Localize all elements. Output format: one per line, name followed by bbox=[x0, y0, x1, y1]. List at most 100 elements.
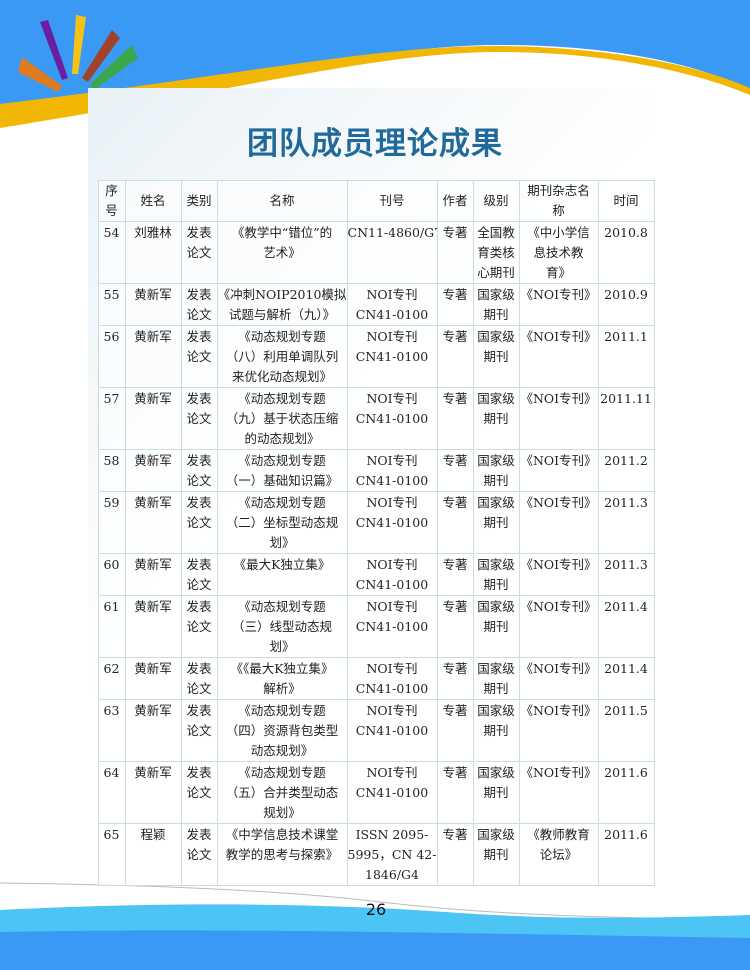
table-cell: 发表 论文 bbox=[180, 699, 218, 762]
column-header: 期刊杂志名 称 bbox=[518, 180, 599, 222]
table-cell: 2011.3 bbox=[597, 491, 655, 554]
table-cell: 黄新军 bbox=[124, 657, 182, 700]
table-cell: 《NOI专刊》 bbox=[518, 283, 599, 326]
table-cell: 发表 论文 bbox=[180, 823, 218, 886]
table-cell: 黄新军 bbox=[124, 553, 182, 596]
table-row: 56 黄新军 发表 论文 《动态规划专题 （八）利用单调队列 来优化动态规划》 NOI专… bbox=[97, 325, 655, 388]
table-cell: 专著 bbox=[436, 657, 474, 700]
table-cell: 60 bbox=[97, 553, 126, 596]
table-cell: 全国教 育类核 心期刊 bbox=[472, 221, 520, 284]
table-cell: 黄新军 bbox=[124, 449, 182, 492]
table-cell: 2011.2 bbox=[597, 449, 655, 492]
table-cell: 《NOI专刊》 bbox=[518, 387, 599, 450]
table-cell: 程颖 bbox=[124, 823, 182, 886]
column-header: 姓名 bbox=[124, 180, 182, 222]
page-number: 26 bbox=[365, 900, 387, 919]
table-cell: 2011.6 bbox=[597, 761, 655, 824]
table-cell: 63 bbox=[97, 699, 126, 762]
table-cell: NOI专刊 CN41-0100 bbox=[346, 387, 438, 450]
page-title: 团队成员理论成果 bbox=[247, 126, 503, 162]
column-header: 序 号 bbox=[97, 180, 126, 222]
table-cell: 专著 bbox=[436, 823, 474, 886]
table-cell: 发表 论文 bbox=[180, 761, 218, 824]
column-header: 刊号 bbox=[346, 180, 438, 222]
table-cell: 2011.4 bbox=[597, 657, 655, 700]
table-row: 58 黄新军 发表 论文 《动态规划专题 （一）基础知识篇》 NOI专刊 CN41-01… bbox=[97, 449, 655, 492]
table-cell: CN11-4860/G7 bbox=[346, 221, 438, 284]
table-cell: 65 bbox=[97, 823, 126, 886]
table-cell: 《NOI专刊》 bbox=[518, 553, 599, 596]
table-cell: 《动态规划专题 （一）基础知识篇》 bbox=[216, 449, 348, 492]
table-row: 65 程颖 发表 论文 《中学信息技术课堂 教学的思考与探索》 ISSN 2095- 5… bbox=[97, 823, 655, 886]
table-cell: 发表 论文 bbox=[180, 325, 218, 388]
table-cell: 国家级 期刊 bbox=[472, 595, 520, 658]
table-cell: 《中学信息技术课堂 教学的思考与探索》 bbox=[216, 823, 348, 886]
table-cell: 国家级 期刊 bbox=[472, 387, 520, 450]
table-row: 64 黄新军 发表 论文 《动态规划专题 （五）合并类型动态 规划》 NOI专刊 CN4… bbox=[97, 761, 655, 824]
table-cell: 国家级 期刊 bbox=[472, 491, 520, 554]
table-cell: 2011.4 bbox=[597, 595, 655, 658]
table-cell: 专著 bbox=[436, 699, 474, 762]
table-cell: 国家级 期刊 bbox=[472, 553, 520, 596]
table-cell: 刘雅林 bbox=[124, 221, 182, 284]
table-cell: 64 bbox=[97, 761, 126, 824]
table-cell: 发表 论文 bbox=[180, 491, 218, 554]
table-cell: 发表 论文 bbox=[180, 387, 218, 450]
table-cell: 57 bbox=[97, 387, 126, 450]
table-cell: 国家级 期刊 bbox=[472, 761, 520, 824]
table-cell: 专著 bbox=[436, 449, 474, 492]
column-header: 作者 bbox=[436, 180, 474, 222]
table-cell: NOI专刊 CN41-0100 bbox=[346, 657, 438, 700]
table-cell: NOI专刊 CN41-0100 bbox=[346, 449, 438, 492]
table-cell: 黄新军 bbox=[124, 325, 182, 388]
column-header: 级别 bbox=[472, 180, 520, 222]
table-cell: 61 bbox=[97, 595, 126, 658]
table-cell: 59 bbox=[97, 491, 126, 554]
table-cell: 56 bbox=[97, 325, 126, 388]
footer-banner bbox=[0, 882, 750, 970]
table-row: 55 黄新军 发表 论文 《冲刺NOIP2010模拟 试题与解析（九）》 NOI专刊 C… bbox=[97, 283, 655, 326]
table-cell: 《动态规划专题 （八）利用单调队列 来优化动态规划》 bbox=[216, 325, 348, 388]
table-cell: 发表 论文 bbox=[180, 595, 218, 658]
table-row: 57 黄新军 发表 论文 《动态规划专题 （九）基于状态压缩 的动态规划》 NOI专刊 … bbox=[97, 387, 655, 450]
table-cell: 国家级 期刊 bbox=[472, 699, 520, 762]
table-cell: NOI专刊 CN41-0100 bbox=[346, 283, 438, 326]
table-row: 54 刘雅林 发表 论文 《教学中“错位”的 艺术》 CN11-4860/G7 专著 全国教… bbox=[97, 221, 655, 284]
table-cell: 黄新军 bbox=[124, 761, 182, 824]
table-cell: NOI专刊 CN41-0100 bbox=[346, 553, 438, 596]
table-cell: 发表 论文 bbox=[180, 283, 218, 326]
table-cell: 《NOI专刊》 bbox=[518, 699, 599, 762]
table-cell: 黄新军 bbox=[124, 699, 182, 762]
table-cell: NOI专刊 CN41-0100 bbox=[346, 325, 438, 388]
content-flow: 序 号姓名 类别 名称 刊号 作者 级别 期刊杂志名 称时间 54 刘雅林 发表 论文 《教学中“… bbox=[97, 180, 655, 919]
table-cell: 发表 论文 bbox=[180, 449, 218, 492]
table-cell: 发表 论文 bbox=[180, 657, 218, 700]
table-cell: 《冲刺NOIP2010模拟 试题与解析（九）》 bbox=[216, 283, 348, 326]
table-cell: 专著 bbox=[436, 553, 474, 596]
table-cell: 《教学中“错位”的 艺术》 bbox=[216, 221, 348, 284]
table-cell: 《动态规划专题 （五）合并类型动态 规划》 bbox=[216, 761, 348, 824]
table-cell: 黄新军 bbox=[124, 283, 182, 326]
table-cell: 《动态规划专题 （四）资源背包类型 动态规划》 bbox=[216, 699, 348, 762]
table-cell: 黄新军 bbox=[124, 387, 182, 450]
table-cell: 55 bbox=[97, 283, 126, 326]
table-cell: 《动态规划专题 （九）基于状态压缩 的动态规划》 bbox=[216, 387, 348, 450]
table-cell: 发表 论文 bbox=[180, 221, 218, 284]
table-row: 61 黄新军 发表 论文 《动态规划专题 （三）线型动态规 划》 NOI专刊 CN41-… bbox=[97, 595, 655, 658]
table-row: 63 黄新军 发表 论文 《动态规划专题 （四）资源背包类型 动态规划》 NOI专刊 C… bbox=[97, 699, 655, 762]
logo-icon bbox=[18, 15, 138, 92]
table-cell: 《中小学信 息技术教 育》 bbox=[518, 221, 599, 284]
table-cell: 《动态规划专题 （三）线型动态规 划》 bbox=[216, 595, 348, 658]
table-cell: 专著 bbox=[436, 595, 474, 658]
table-cell: 国家级 期刊 bbox=[472, 449, 520, 492]
table-cell: 《NOI专刊》 bbox=[518, 491, 599, 554]
table-cell: ISSN 2095- 5995，CN 42- 1846/G4 bbox=[346, 823, 438, 886]
table-cell: 专著 bbox=[436, 325, 474, 388]
table-cell: 《NOI专刊》 bbox=[518, 449, 599, 492]
table-cell: 《NOI专刊》 bbox=[518, 325, 599, 388]
table-cell: 2011.11 bbox=[597, 387, 655, 450]
table-row: 62 黄新军 发表 论文 《《最大K独立集》 解析》 NOI专刊 CN41-0100 专著… bbox=[97, 657, 655, 700]
table-cell: 发表 论文 bbox=[180, 553, 218, 596]
table-cell: NOI专刊 CN41-0100 bbox=[346, 761, 438, 824]
table-cell: 《NOI专刊》 bbox=[518, 761, 599, 824]
